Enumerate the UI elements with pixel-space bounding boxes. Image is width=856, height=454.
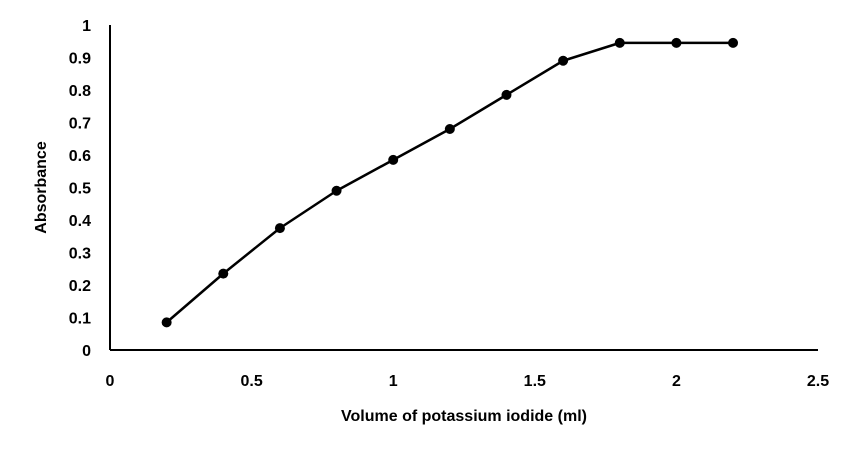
y-tick-label: 0.6 (69, 148, 91, 165)
x-tick-labels: 0 0.5 1 1.5 2 2.5 (106, 373, 830, 390)
x-tick-label: 0 (106, 373, 115, 390)
axes (109, 25, 818, 351)
data-point (274, 223, 285, 234)
data-point (614, 37, 625, 48)
y-tick-label: 1 (82, 18, 91, 35)
y-tick-label: 0.2 (69, 278, 91, 295)
y-tick-label: 0.1 (69, 311, 91, 328)
y-tick-label: 0.4 (69, 213, 91, 230)
x-tick-label: 2.5 (807, 373, 829, 390)
y-tick-label: 0.7 (69, 116, 91, 133)
data-point (444, 124, 455, 134)
data-point (331, 185, 342, 196)
series-layer (161, 37, 739, 328)
x-axis-title: Volume of potassium iodide (ml) (341, 408, 587, 425)
y-axis-title: Absorbance (33, 141, 50, 234)
data-point (671, 37, 682, 48)
data-point (161, 317, 172, 328)
data-point (558, 55, 569, 66)
y-tick-label: 0.3 (69, 246, 91, 263)
data-point (728, 37, 739, 48)
y-tick-labels: 0 0.1 0.2 0.3 0.4 0.5 0.6 0.7 0.8 0.9 1 (69, 18, 91, 360)
x-tick-label: 1.5 (524, 373, 546, 390)
data-point (501, 89, 512, 100)
data-point (218, 268, 229, 279)
y-tick-label: 0.9 (69, 51, 91, 68)
series-line (165, 41, 734, 324)
x-tick-label: 2 (672, 373, 681, 390)
x-tick-label: 1 (389, 373, 398, 390)
data-point (388, 154, 399, 165)
y-tick-label: 0.8 (69, 83, 91, 100)
y-tick-label: 0.5 (69, 181, 91, 198)
y-tick-label: 0 (82, 343, 91, 360)
x-tick-label: 0.5 (240, 373, 262, 390)
